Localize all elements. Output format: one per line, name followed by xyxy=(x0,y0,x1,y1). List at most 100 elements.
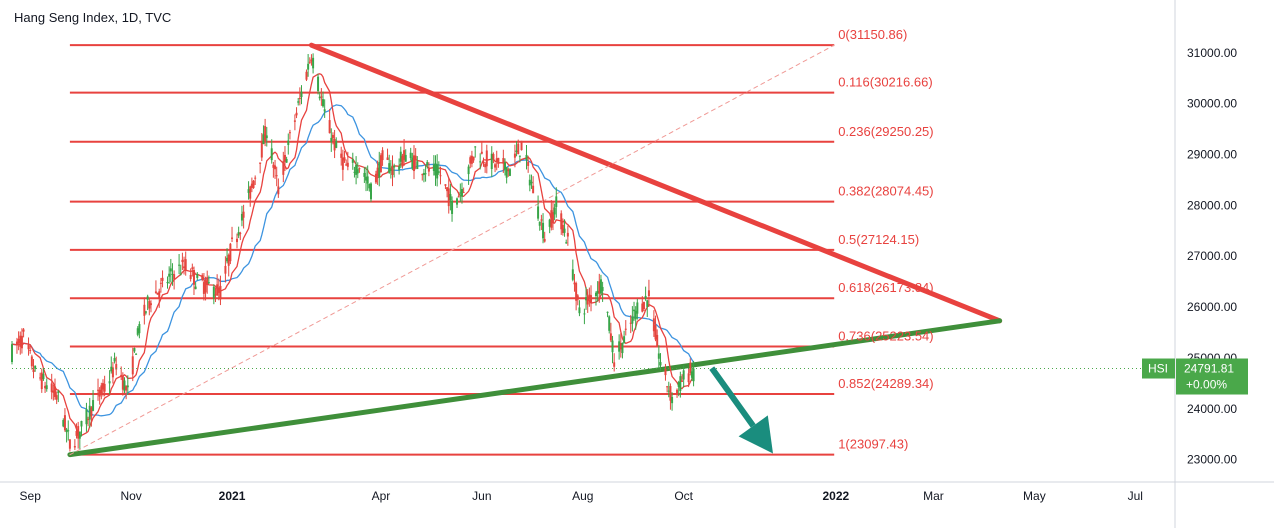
x-tick-label: Jul xyxy=(1128,489,1143,503)
candle-body xyxy=(135,353,138,355)
candle-body xyxy=(676,389,679,394)
candle-body xyxy=(490,153,493,169)
candle-body xyxy=(573,282,576,285)
candle-body xyxy=(437,171,440,173)
candle-body xyxy=(145,311,148,313)
candle-body xyxy=(80,420,83,427)
candle-body xyxy=(75,430,78,436)
candle-body xyxy=(77,426,80,439)
trendlines[interactable] xyxy=(67,42,1003,458)
candle-body xyxy=(532,185,535,194)
candle-body xyxy=(586,296,589,305)
x-tick-label: Jun xyxy=(472,489,491,503)
candle-body xyxy=(226,257,229,262)
candle-body xyxy=(29,349,32,351)
candle-body xyxy=(681,380,684,382)
candle-body xyxy=(97,389,100,391)
candle-body xyxy=(293,120,296,122)
candle-body xyxy=(652,318,655,332)
candle-body xyxy=(451,200,454,214)
candle-body xyxy=(642,302,645,309)
candle-body xyxy=(518,155,521,157)
candle-body xyxy=(646,300,649,307)
x-tick-label: 2021 xyxy=(219,489,246,503)
candle-body xyxy=(287,140,290,146)
candle-body xyxy=(374,173,377,183)
candle-body xyxy=(641,303,644,312)
candle-body xyxy=(542,222,545,239)
candle-body xyxy=(467,166,470,175)
candle-body xyxy=(629,322,632,324)
candle-body xyxy=(494,164,497,168)
x-tick-label: May xyxy=(1023,489,1046,503)
candle-body xyxy=(283,154,286,162)
candle-body xyxy=(503,162,506,170)
y-tick-label: 31000.00 xyxy=(1187,46,1237,60)
candle-body xyxy=(613,362,616,367)
candle-body xyxy=(120,374,123,376)
candle-body xyxy=(379,155,382,173)
candle-body xyxy=(599,279,602,294)
fib-level-label: 1(23097.43) xyxy=(838,437,908,452)
candle-body xyxy=(690,371,693,378)
candle-body xyxy=(505,167,508,178)
candle-body xyxy=(131,356,134,375)
y-tick-label: 23000.00 xyxy=(1187,453,1237,467)
candle-body xyxy=(608,316,611,331)
candle-body xyxy=(224,265,227,274)
candle-body xyxy=(320,96,323,98)
candle-body xyxy=(133,348,136,352)
x-tick-label: Mar xyxy=(923,489,944,503)
candle-body xyxy=(214,294,217,296)
candle-body xyxy=(687,373,690,383)
candle-body xyxy=(270,148,273,161)
candle-body xyxy=(388,163,391,173)
candle-body xyxy=(427,168,430,172)
candle-body xyxy=(378,162,381,178)
candle-body xyxy=(111,367,114,378)
candle-body xyxy=(426,162,429,166)
x-tick-label: Nov xyxy=(120,489,141,503)
candle-body xyxy=(365,176,368,181)
resistance-trendline xyxy=(308,42,1003,324)
fib-level-label: 0.382(28074.45) xyxy=(838,184,933,199)
candle-body xyxy=(300,91,303,98)
candle-body xyxy=(585,297,588,301)
y-tick-label: 26000.00 xyxy=(1187,300,1237,314)
candle-body xyxy=(566,232,569,237)
candle-body xyxy=(575,283,578,301)
candle-body xyxy=(413,155,416,172)
candle-body xyxy=(513,153,516,158)
candle-body xyxy=(136,328,139,335)
candle-body xyxy=(295,112,298,116)
price-tag-symbol: HSI xyxy=(1148,362,1168,376)
candle-body xyxy=(480,151,483,154)
candle-body xyxy=(528,179,531,186)
candle-body xyxy=(34,365,37,369)
candle-body xyxy=(146,296,149,300)
candle-body xyxy=(161,277,164,281)
candle-body xyxy=(330,137,333,142)
y-tick-label: 27000.00 xyxy=(1187,249,1237,263)
x-tick-label: Apr xyxy=(372,489,391,503)
candle-body xyxy=(27,344,30,350)
candle-body xyxy=(460,189,463,197)
candle-body xyxy=(669,386,672,401)
candle-body xyxy=(149,303,152,306)
candle-body xyxy=(242,211,245,218)
candle-body xyxy=(229,243,232,262)
candle-body xyxy=(436,164,439,179)
candle-body xyxy=(108,381,111,384)
candle-body xyxy=(590,295,593,304)
candle-body xyxy=(647,290,650,297)
candle-body xyxy=(560,213,563,230)
candle-body xyxy=(202,282,205,294)
candle-body xyxy=(305,71,308,80)
candle-body xyxy=(565,242,568,244)
candle-body xyxy=(277,186,280,195)
candle-body xyxy=(57,391,60,393)
x-tick-label: Sep xyxy=(20,489,42,503)
candle-body xyxy=(485,150,488,167)
candle-body xyxy=(184,259,187,271)
